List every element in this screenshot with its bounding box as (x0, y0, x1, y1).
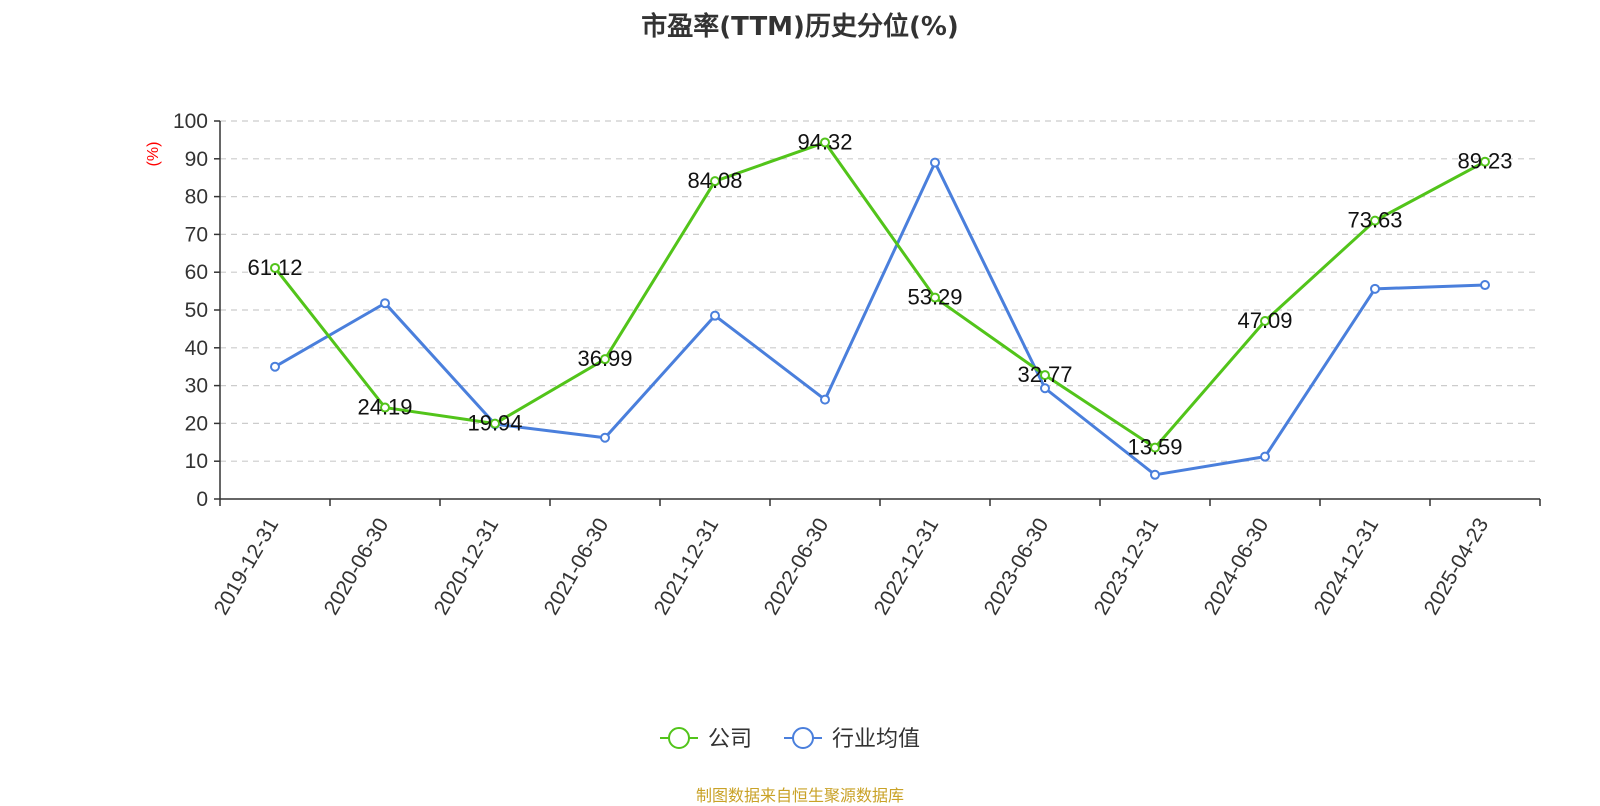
y-axis-label: (%) (145, 142, 162, 167)
x-tick-label: 2019-12-31 (210, 514, 284, 619)
data-label: 13.59 (1127, 435, 1182, 460)
data-label: 19.94 (467, 411, 522, 436)
data-point (1150, 442, 1160, 453)
legend-label: 行业均值 (832, 726, 920, 751)
y-tick-label: 70 (185, 223, 208, 246)
x-tick-label: 2020-12-31 (430, 514, 504, 619)
x-tick-label: 2022-06-30 (760, 514, 834, 619)
data-label: 32.77 (1017, 362, 1072, 387)
data-label: 84.08 (687, 168, 742, 193)
x-tick-label: 2023-06-30 (980, 514, 1054, 619)
y-tick-label: 100 (173, 110, 208, 133)
data-label: 73.63 (1347, 208, 1402, 233)
y-tick-label: 30 (185, 375, 208, 398)
data-point (710, 310, 720, 321)
legend-marker-icon (668, 727, 690, 749)
data-point (1480, 156, 1490, 167)
x-tick-label: 2025-04-23 (1420, 514, 1494, 619)
data-labels: 61.12 24.19 19.94 36.99 84.08 94.32 53.29 32.77… (247, 129, 1512, 459)
x-tick-label: 2020-06-30 (320, 514, 394, 619)
x-tick-label: 2021-12-31 (650, 514, 724, 619)
legend-label: 公司 (708, 726, 752, 751)
data-point (820, 394, 830, 405)
y-tick-label: 0 (196, 488, 208, 511)
y-tick-label: 40 (185, 337, 208, 360)
grid-lines (220, 120, 1540, 462)
data-point (1040, 370, 1050, 381)
x-tick-label: 2023-12-31 (1090, 514, 1164, 619)
data-point (600, 354, 610, 365)
series (270, 137, 1490, 480)
x-tick-label: 2022-12-31 (870, 514, 944, 619)
series-line-1 (274, 161, 1486, 477)
y-tick-label: 20 (185, 412, 208, 435)
legend-marker-icon (792, 727, 814, 749)
data-point (930, 157, 940, 168)
data-point (270, 262, 280, 273)
data-label: 89.23 (1457, 149, 1512, 174)
data-point (1040, 383, 1050, 394)
data-label: 24.19 (357, 395, 412, 420)
data-label: 36.99 (577, 346, 632, 371)
data-point (1370, 215, 1380, 226)
x-tick-label: 2024-06-30 (1200, 514, 1274, 619)
chart-title: 市盈率(TTM)历史分位(%) (641, 12, 959, 42)
data-label: 94.32 (797, 129, 852, 154)
y-tick-label: 90 (185, 148, 208, 171)
data-point (1150, 469, 1160, 480)
data-point (820, 137, 830, 148)
x-tick-label: 2021-06-30 (540, 514, 614, 619)
data-point (1370, 283, 1380, 294)
data-point (380, 402, 390, 413)
data-point (380, 298, 390, 309)
data-label: 47.09 (1237, 308, 1292, 333)
x-tick-label: 2024-12-31 (1310, 514, 1384, 619)
data-point (710, 176, 720, 187)
data-point (600, 432, 610, 443)
data-point (1260, 315, 1270, 326)
data-label: 53.29 (907, 285, 962, 310)
y-tick-label: 80 (185, 186, 208, 209)
data-label: 61.12 (247, 255, 302, 280)
data-point (490, 418, 500, 429)
data-point (930, 292, 940, 303)
source-note: 制图数据来自恒生聚源数据库 (695, 786, 904, 805)
y-tick-label: 60 (185, 261, 208, 284)
series-line-0 (273, 140, 1486, 450)
legend: 公司 行业均值 (660, 726, 920, 751)
data-point (1480, 280, 1490, 291)
y-tick-label: 10 (185, 450, 208, 473)
data-point (270, 361, 280, 372)
data-point (1260, 451, 1270, 462)
y-tick-label: 50 (185, 299, 208, 322)
